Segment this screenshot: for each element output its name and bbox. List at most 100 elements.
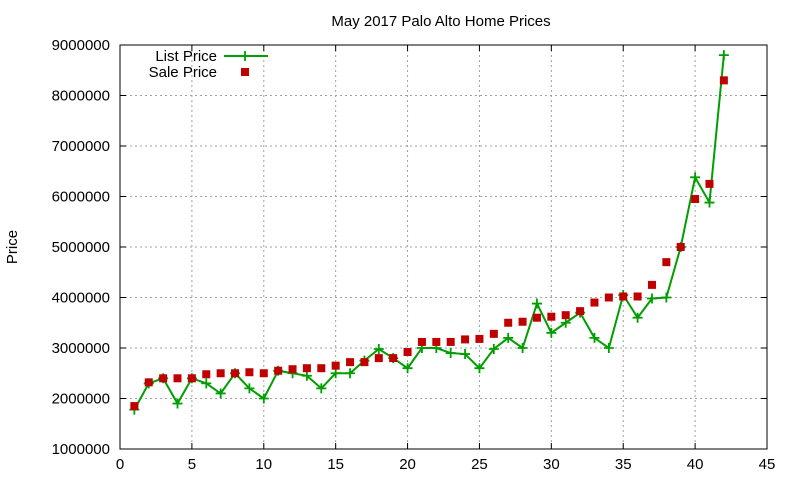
x-tick-labels: 0 5 10 15 20 25 30 35 40 45: [116, 456, 776, 473]
sale-price-point: [245, 368, 254, 377]
y-tick-label: 9000000: [52, 37, 110, 54]
sale-price-point: [259, 369, 268, 378]
sale-price-point: [302, 364, 311, 373]
list-price-point: [345, 368, 356, 379]
list-price-point: [215, 388, 226, 399]
list-price-point: [718, 50, 729, 61]
sale-price-point: [561, 311, 570, 320]
plot-frame: [119, 44, 768, 450]
list-price-point: [531, 298, 542, 309]
x-tick-label: 45: [759, 456, 776, 473]
sale-price-point: [389, 354, 398, 363]
sale-price-point: [647, 280, 656, 289]
list-price-point: [330, 368, 341, 379]
legend-label-sale-price: Sale Price: [149, 64, 217, 81]
x-tick-label: 20: [399, 456, 416, 473]
list-price-point: [646, 293, 657, 304]
list-price-point: [172, 398, 183, 409]
sale-price-point: [619, 292, 628, 301]
chart-title: May 2017 Palo Alto Home Prices: [331, 13, 550, 30]
list-price-point: [445, 348, 456, 359]
x-tick-label: 5: [188, 456, 196, 473]
sale-price-point: [346, 358, 355, 367]
list-price-point: [589, 332, 600, 343]
sale-price-point: [317, 364, 326, 373]
x-tick-label: 0: [116, 456, 124, 473]
list-price-point: [690, 172, 701, 183]
sale-price-point: [403, 348, 412, 357]
list-price-point: [503, 332, 514, 343]
list-price-point: [603, 343, 614, 353]
sale-price-point: [159, 374, 168, 383]
sale-price-point: [446, 337, 455, 346]
sale-price-point: [576, 307, 585, 316]
list-price-point: [488, 344, 499, 355]
legend-marker-list-price: [240, 51, 250, 61]
list-price-point: [402, 363, 413, 374]
legend-marker-sale-price: [241, 68, 249, 76]
sale-price-point: [719, 76, 728, 85]
sale-price-point: [633, 292, 642, 301]
sale-price-point: [676, 243, 685, 251]
sale-price-point: [130, 402, 139, 411]
sale-price-point: [604, 293, 613, 302]
x-tick-label: 15: [327, 456, 344, 473]
sale-price-point: [274, 366, 283, 375]
list-price-point: [373, 344, 384, 355]
legend: List Price Sale Price: [149, 48, 268, 81]
sale-price-point: [144, 378, 153, 387]
list-price-point: [258, 393, 269, 404]
list-price-point: [474, 363, 485, 374]
legend-label-list-price: List Price: [155, 48, 217, 65]
y-axis-label: Price: [4, 230, 21, 264]
y-tick-label: 8000000: [52, 88, 110, 105]
x-tick-label: 25: [471, 456, 488, 473]
y-tick-label: 6000000: [52, 189, 110, 206]
x-tick-label: 10: [255, 456, 272, 473]
y-tick-labels: 1000000 2000000 3000000 4000000 5000000 60000…: [52, 37, 110, 458]
sale-price-point: [288, 365, 297, 374]
x-tick-label: 30: [543, 456, 560, 473]
sale-price-point: [187, 374, 196, 383]
y-tick-label: 2000000: [52, 391, 110, 408]
sale-price-point: [231, 369, 240, 378]
x-tick-label: 40: [687, 456, 704, 473]
sale-price-point: [590, 298, 599, 307]
sale-price-point: [461, 335, 470, 344]
sale-price-point: [374, 354, 383, 363]
sale-price-point: [705, 179, 714, 188]
sale-price-point: [691, 195, 700, 204]
list-price-point: [546, 327, 557, 338]
list-price-point: [301, 370, 312, 381]
x-tick-label: 35: [615, 456, 632, 473]
sale-price-point: [202, 370, 211, 379]
sale-price-point: [475, 334, 484, 343]
y-tick-label: 3000000: [52, 340, 110, 357]
sale-price-point: [504, 318, 513, 327]
series-line-list-price: [133, 55, 725, 411]
list-price-point: [517, 343, 528, 353]
list-price-point: [316, 383, 327, 394]
list-price-point: [704, 197, 715, 208]
series-sale-price: [130, 76, 728, 411]
sale-price-point: [662, 258, 671, 267]
list-price-point: [201, 378, 212, 389]
sale-price-point: [173, 374, 182, 383]
sale-price-point: [432, 337, 441, 346]
y-tick-label: 7000000: [52, 138, 110, 155]
sale-price-point: [532, 313, 541, 322]
list-price-point: [632, 312, 643, 323]
sale-price-point: [547, 312, 556, 321]
grid: [120, 45, 767, 449]
series-list-price: [129, 50, 729, 415]
sale-price-point: [216, 369, 225, 378]
y-tick-label: 1000000: [52, 441, 110, 458]
sale-price-point: [489, 329, 498, 338]
list-price-point: [460, 349, 471, 360]
series: [129, 50, 729, 415]
sale-price-point: [417, 337, 426, 346]
sale-price-point: [360, 358, 369, 367]
list-price-point: [661, 292, 672, 303]
sale-price-point: [518, 317, 527, 326]
